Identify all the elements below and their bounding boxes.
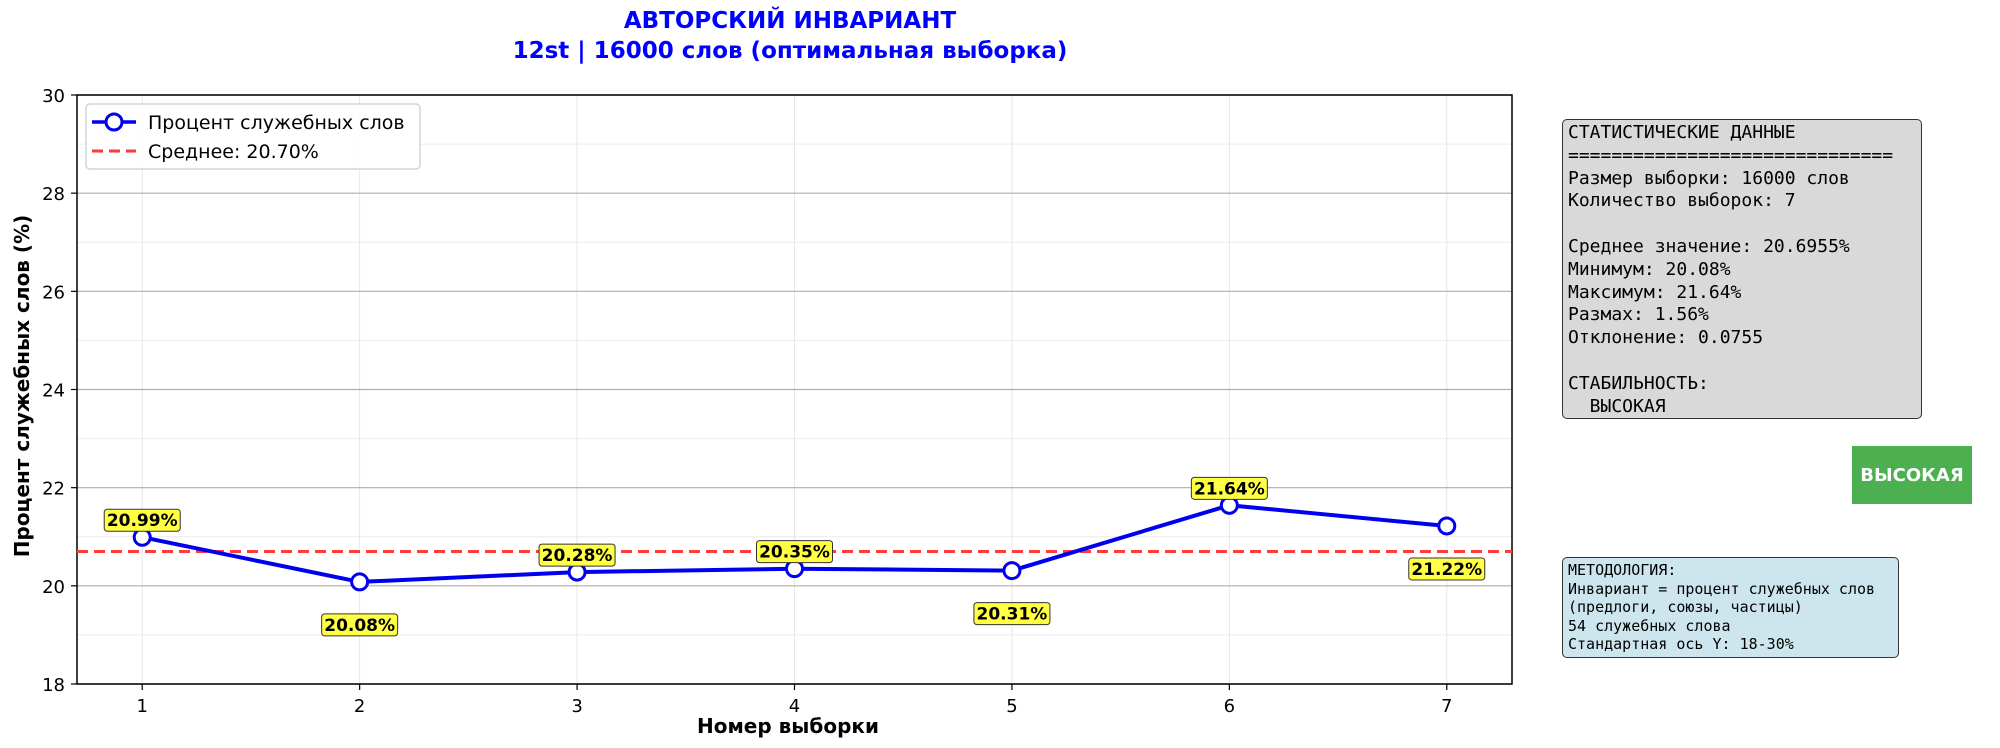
stats-line: ВЫСОКАЯ <box>1568 395 1666 417</box>
methodology-line: МЕТОДОЛОГИЯ: <box>1568 561 1677 579</box>
stability-badge: ВЫСОКАЯ <box>1852 446 1972 504</box>
stats-line: СТАТИСТИЧЕСКИЕ ДАННЫЕ <box>1568 122 1796 143</box>
stats-line: СТАБИЛЬНОСТЬ: <box>1568 372 1709 394</box>
axes: 18 20 22 24 26 28 30 1 2 3 4 5 6 7 <box>42 86 1513 717</box>
plot-frame <box>76 94 1513 685</box>
methodology-line: 54 служебных слова <box>1568 616 1731 635</box>
methodology-panel: МЕТОДОЛОГИЯ: Инвариант = процент служебны… <box>1562 557 1899 658</box>
stats-line <box>1568 213 1916 236</box>
chart-title: АВТОРСКИЙ ИНВАРИАНТ <box>623 8 957 34</box>
stats-line: Количество выборок: 7 <box>1568 190 1796 212</box>
y-tick-label: 20 <box>42 577 65 598</box>
data-label-box <box>538 543 616 567</box>
data-point <box>1002 561 1022 581</box>
data-label: 21.64% <box>1194 479 1265 499</box>
legend: Процент служебных слов Среднее: 20.70% <box>85 103 421 170</box>
y-tick-label: 18 <box>42 675 65 696</box>
data-label-box <box>321 613 399 637</box>
grid-layer <box>77 94 1512 685</box>
chart-title-block: АВТОРСКИЙ ИНВАРИАНТ 12st | 16000 слов (о… <box>390 6 1190 66</box>
line-chart: 18 20 22 24 26 28 30 1 2 3 4 5 6 7 20.99% 20.08% 20.28%… <box>10 86 1513 738</box>
data-label: 20.31% <box>977 605 1048 625</box>
data-label: 20.35% <box>759 543 830 563</box>
stats-line: Среднее значение: 20.6955% <box>1568 235 1850 257</box>
x-tick-label: 2 <box>354 696 365 717</box>
stats-line: ============================== <box>1568 144 1894 166</box>
data-point <box>350 572 370 592</box>
stats-line <box>1568 350 1916 373</box>
y-tick-label: 28 <box>42 184 65 205</box>
data-label-box <box>973 602 1051 626</box>
data-label-box <box>103 508 181 532</box>
data-point <box>1437 516 1457 536</box>
stats-line: Минимум: 20.08% <box>1568 258 1731 280</box>
stats-line: Максимум: 21.64% <box>1568 281 1742 303</box>
data-label-box <box>756 540 833 564</box>
x-axis-title: Номер выборки <box>697 714 879 738</box>
legend-mean-label: Среднее: 20.70% <box>148 141 319 163</box>
data-label-box <box>1190 476 1268 500</box>
y-tick-label: 30 <box>42 86 65 107</box>
x-tick-label: 3 <box>571 696 582 717</box>
y-tick-label: 22 <box>42 479 65 500</box>
y-tick-label: 24 <box>42 381 65 402</box>
stats-line: Размах: 1.56% <box>1568 304 1709 326</box>
legend-series-marker <box>104 112 124 132</box>
x-tick-label: 6 <box>1224 696 1235 717</box>
legend-series-label: Процент служебных слов <box>148 112 405 134</box>
methodology-line: Стандартная ось Y: 18-30% <box>1568 635 1794 653</box>
y-tick-label: 26 <box>42 282 65 303</box>
x-tick-label: 1 <box>137 696 148 717</box>
data-label: 20.08% <box>324 616 395 636</box>
data-label: 21.22% <box>1411 560 1482 580</box>
methodology-line: Инвариант = процент служебных слов <box>1568 579 1876 598</box>
data-label: 20.28% <box>542 546 613 566</box>
stats-line: Размер выборки: 16000 слов <box>1568 167 1850 189</box>
x-tick-label: 7 <box>1441 696 1452 717</box>
stats-line: Отклонение: 0.0755 <box>1568 327 1764 349</box>
y-axis-title: Процент служебных слов (%) <box>10 215 34 557</box>
x-tick-label: 4 <box>789 696 800 717</box>
x-tick-label: 5 <box>1006 696 1017 717</box>
data-label-box <box>1408 557 1486 581</box>
statistics-panel: СТАТИСТИЧЕСКИЕ ДАННЫЕ ===================… <box>1562 119 1922 419</box>
chart-subtitle: 12st | 16000 слов (оптимальная выборка) <box>512 38 1068 64</box>
methodology-line: (предлоги, союзы, частицы) <box>1568 598 1803 616</box>
data-label: 20.99% <box>107 511 178 531</box>
data-label-layer: 20.99% 20.08% 20.28% 20.35% 20.31% 21.64% 21.2… <box>103 476 1486 637</box>
